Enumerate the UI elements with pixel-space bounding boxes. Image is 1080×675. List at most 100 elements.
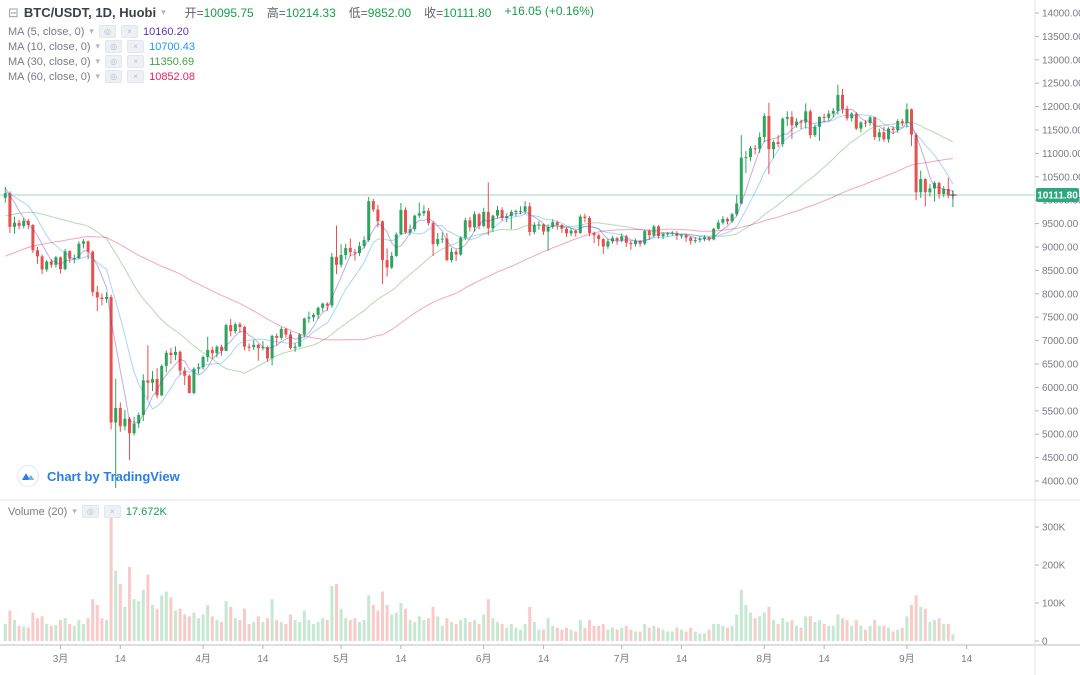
volume-bar (638, 631, 642, 641)
time-axis[interactable]: 3月 14 4月 14 5月 14 6月 14 7月 14 8月 14 9月 14 (53, 645, 973, 665)
chevron-down-icon[interactable]: ▾ (95, 71, 101, 81)
candle-body (896, 121, 900, 130)
visibility-button[interactable]: ◎ (105, 40, 123, 53)
volume-bar (845, 620, 849, 641)
candle-body (270, 335, 274, 359)
candle-body (312, 314, 315, 318)
indicator-value: 17.672K (125, 505, 167, 518)
candle-body (882, 132, 886, 140)
open-readout: 开=10095.75 (184, 6, 254, 20)
chart-header: ⊟ BTC/USDT, 1D, Huobi ▾ 开=10095.75 高=102… (8, 4, 594, 21)
volume-bar (293, 620, 297, 641)
low-readout: 低=9852.00 (348, 6, 412, 20)
volume-bar (36, 618, 39, 641)
remove-button[interactable]: × (127, 55, 145, 68)
chevron-down-icon[interactable]: ▾ (95, 56, 101, 66)
candle-body (436, 239, 440, 245)
candle-body (13, 222, 16, 227)
candle-body (808, 111, 812, 136)
tradingview-attribution[interactable]: Chart by TradingView (17, 465, 180, 487)
high-readout: 高=10214.33 (266, 6, 336, 20)
indicator-label[interactable]: MA (60, close, 0) (8, 70, 91, 83)
candle-body (523, 206, 527, 211)
volume-bar (565, 627, 568, 641)
candle-body (137, 415, 141, 424)
candle-body (160, 365, 164, 396)
price-tick-label: 5500.00 (1042, 406, 1079, 417)
candle-body (68, 251, 72, 259)
volume-bar (689, 627, 693, 641)
volume-bar (109, 511, 113, 641)
volume-bar (477, 623, 481, 641)
volume-bar (243, 608, 246, 641)
price-tick-label: 10500.00 (1042, 172, 1080, 183)
candle-body (169, 352, 173, 356)
volume-bar (767, 606, 771, 641)
symbol-title[interactable]: BTC/USDT, 1D, Huobi (23, 5, 157, 20)
chevron-down-icon[interactable]: ▾ (89, 26, 94, 36)
remove-button[interactable]: × (127, 40, 145, 53)
chevron-down-icon[interactable]: ▾ (72, 506, 77, 516)
time-tick-label: 9月 (899, 653, 915, 665)
candle-body (574, 230, 578, 233)
candle-body (238, 324, 242, 328)
candle-body (417, 213, 421, 216)
candle-body (302, 318, 306, 335)
price-tick-label: 13000.00 (1042, 55, 1080, 66)
candle-body (445, 238, 449, 261)
candle-body (330, 256, 334, 306)
indicator-label[interactable]: MA (10, close, 0) (8, 40, 91, 53)
price-pane[interactable] (3, 84, 955, 489)
volume-bar (252, 622, 256, 641)
candle-body (95, 291, 99, 298)
volume-bar (693, 631, 697, 641)
volume-bar (118, 584, 122, 641)
chevron-down-icon[interactable]: ▾ (95, 41, 101, 51)
indicator-label[interactable]: MA (30, close, 0) (8, 55, 91, 68)
candle-body (491, 215, 495, 229)
time-tick-label: 8月 (757, 653, 773, 665)
volume-bar (910, 604, 913, 641)
volume-bar (551, 625, 555, 641)
remove-button[interactable]: × (120, 25, 138, 38)
indicator-label[interactable]: Volume (20) (8, 505, 68, 518)
price-tick-label: 9000.00 (1042, 243, 1079, 254)
time-tick-label: 4月 (195, 653, 211, 665)
volume-pane[interactable] (3, 511, 955, 641)
candle-body (261, 347, 265, 349)
candle-body (77, 243, 81, 259)
volume-bar (40, 616, 44, 641)
visibility-button[interactable]: ◎ (98, 25, 116, 38)
volume-bar (877, 625, 881, 641)
indicator-label[interactable]: MA (5, close, 0) (8, 25, 85, 38)
visibility-button[interactable]: ◎ (105, 55, 123, 68)
remove-button[interactable]: × (127, 70, 145, 83)
visibility-button[interactable]: ◎ (81, 505, 99, 518)
candle-body (348, 247, 352, 253)
candle-body (827, 113, 831, 118)
attribution-text[interactable]: Chart by TradingView (47, 468, 180, 484)
volume-bar (155, 608, 159, 641)
candle-body (923, 179, 927, 193)
candle-body (72, 258, 76, 260)
volume-bar (229, 606, 233, 641)
visibility-button[interactable]: ◎ (105, 70, 123, 83)
volume-bar (933, 620, 936, 641)
candle-body (721, 218, 725, 223)
candle-body (422, 210, 426, 214)
candle-body (868, 117, 872, 123)
ma-30-row: MA (30, close, 0) ▾ ◎ × 11350.69 (8, 55, 194, 68)
remove-button[interactable]: × (103, 505, 121, 518)
candle-body (818, 116, 821, 127)
price-axis[interactable]: 14000.00 13500.00 13000.00 12500.00 12000.00… (1035, 9, 1080, 648)
volume-bar (891, 631, 895, 641)
symbol-menu-icon[interactable]: ⊟ (8, 4, 19, 20)
volume-bar (275, 620, 279, 641)
volume-bar (514, 627, 518, 641)
candle-body (413, 215, 417, 230)
chevron-down-icon[interactable]: ▾ (161, 7, 166, 17)
candle-body (781, 118, 785, 145)
volume-bar (919, 606, 923, 641)
volume-bar (431, 606, 435, 641)
